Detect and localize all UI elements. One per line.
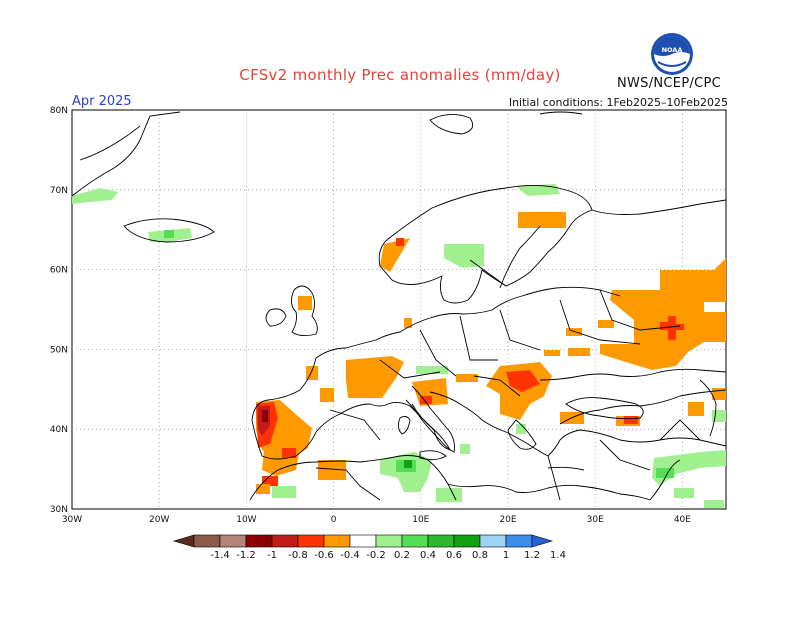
- y-tick-label: 80N: [50, 106, 68, 116]
- colorbar-tick-label: -0.8: [288, 550, 308, 561]
- x-tick-label: 30E: [587, 515, 604, 525]
- colorbar-swatch: [505, 534, 533, 548]
- colorbar-tick-label: -0.2: [366, 550, 386, 561]
- colorbar: -1.4 -1.2 -1 -0.8 -0.6 -0.4 -0.2 0.2 0.4 0.6 0.8 1 1…: [172, 534, 566, 561]
- colorbar-swatch: [427, 534, 455, 548]
- agency-label: NWS/NCEP/CPC: [617, 76, 722, 91]
- colorbar-tick-label: 0.4: [420, 550, 436, 561]
- y-axis-labels: 30N 40N 50N 60N 70N 80N: [50, 106, 68, 515]
- colorbar-swatch: [375, 534, 403, 548]
- forecast-month: Apr 2025: [72, 94, 132, 109]
- x-tick-label: 20W: [149, 515, 169, 525]
- map-frame: [71, 109, 727, 510]
- colorbar-swatch: [245, 534, 273, 548]
- y-tick-label: 70N: [50, 186, 68, 196]
- colorbar-tick-label: -1.4: [210, 550, 230, 561]
- svg-text:NOAA: NOAA: [662, 46, 683, 54]
- colorbar-swatch: [401, 534, 429, 548]
- x-tick-label: 30W: [62, 515, 82, 525]
- x-tick-label: 10E: [412, 515, 429, 525]
- colorbar-tick-label: 0.8: [472, 550, 488, 561]
- colorbar-tick-label: -1: [267, 550, 277, 561]
- anomaly-patches: [72, 184, 726, 508]
- colorbar-tick-label: 0.2: [394, 550, 410, 561]
- y-tick-label: 60N: [50, 266, 68, 276]
- colorbar-tick-label: 0.6: [446, 550, 462, 561]
- colorbar-tick-label: 1.2: [524, 550, 540, 561]
- noaa-logo-icon: NOAA: [651, 33, 693, 75]
- colorbar-high-arrow: [531, 534, 554, 548]
- y-tick-label: 30N: [50, 505, 68, 515]
- colorbar-swatch: [453, 534, 481, 548]
- coastlines: [71, 111, 727, 501]
- x-tick-label: 40E: [674, 515, 691, 525]
- y-tick-label: 50N: [50, 345, 68, 355]
- colorbar-swatch: [323, 534, 351, 548]
- y-tick-label: 40N: [50, 425, 68, 435]
- chart-title: CFSv2 monthly Prec anomalies (mm/day): [239, 66, 561, 84]
- graticule: [72, 110, 726, 509]
- x-tick-label: 20E: [499, 515, 516, 525]
- colorbar-tick-label: 1.4: [550, 550, 566, 561]
- initial-conditions: Initial conditions: 1Feb2025–10Feb2025: [508, 96, 728, 109]
- x-tick-label: 10W: [236, 515, 256, 525]
- colorbar-swatch: [271, 534, 299, 548]
- x-axis-labels: 30W 20W 10W 0 10E 20E 30E 40E: [62, 515, 691, 525]
- colorbar-tick-label: -0.6: [314, 550, 334, 561]
- colorbar-tick-label: -0.4: [340, 550, 360, 561]
- colorbar-low-arrow: [172, 534, 195, 548]
- colorbar-tick-label: -1.2: [236, 550, 256, 561]
- colorbar-tick-label: 1: [503, 550, 509, 561]
- colorbar-swatch: [193, 534, 221, 548]
- x-tick-label: 0: [331, 515, 337, 525]
- colorbar-swatch: [297, 534, 325, 548]
- colorbar-swatch: [219, 534, 247, 548]
- colorbar-swatch: [479, 534, 507, 548]
- colorbar-swatch: [349, 534, 377, 548]
